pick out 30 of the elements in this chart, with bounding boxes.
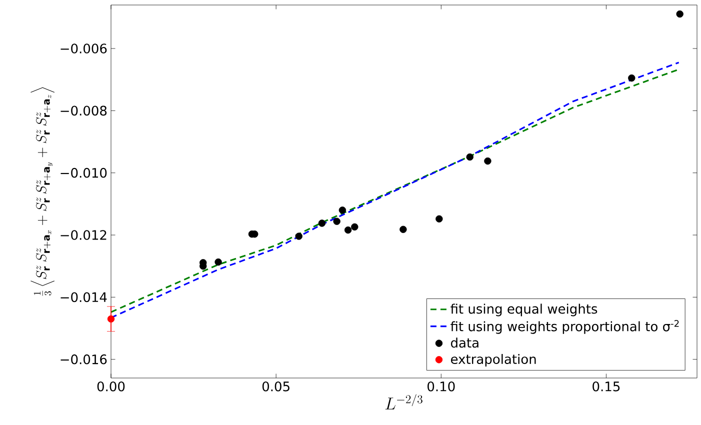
y-tick-label: −0.014 — [60, 292, 107, 302]
point — [295, 232, 302, 240]
legend-label: extrapolation — [450, 354, 536, 367]
x-tick-label: 0.05 — [262, 382, 290, 392]
x-tick-label: 0.00 — [97, 382, 125, 392]
x-tick-label: 0.15 — [592, 382, 620, 392]
y-axis-title: $\frac{1}{3}\left\langle S^z_{\mathbf{r}}\,S^z_{\mathbf{r}+\mathbf{a}_x}+S^z_{\mathbf{r}}\,S^z_{\mathbf{r}+\mathbf{a}_y}+S^z_{\mathbf{r}}\,S^z_{\mathbf{r}+\mathbf{a}_z}\right\rangle$ — [30, 87, 55, 296]
point — [107, 315, 115, 323]
point — [466, 153, 474, 161]
point — [344, 226, 352, 234]
point — [333, 218, 340, 225]
y-tick-label: −0.012 — [60, 230, 106, 240]
legend-label: data — [450, 338, 478, 348]
point — [436, 215, 443, 222]
y-tick-label: −0.008 — [60, 106, 107, 116]
y-tick-label: −0.006 — [60, 44, 107, 54]
legend-label: fit using weights proportional to σ$^{-2}$ — [450, 320, 679, 334]
x-tick-label: 0.10 — [428, 382, 455, 392]
point — [628, 74, 636, 82]
y-tick-label: −0.016 — [60, 354, 107, 364]
y-tick-label: −0.010 — [60, 168, 107, 178]
point — [338, 206, 346, 214]
point — [676, 10, 684, 18]
point — [318, 220, 326, 227]
point — [400, 226, 407, 234]
point — [484, 157, 492, 165]
point — [351, 223, 358, 231]
legend-label: fit using equal weights — [450, 304, 598, 316]
x-axis-title: $L^{-2/3}$ — [385, 394, 422, 410]
point — [214, 258, 222, 266]
